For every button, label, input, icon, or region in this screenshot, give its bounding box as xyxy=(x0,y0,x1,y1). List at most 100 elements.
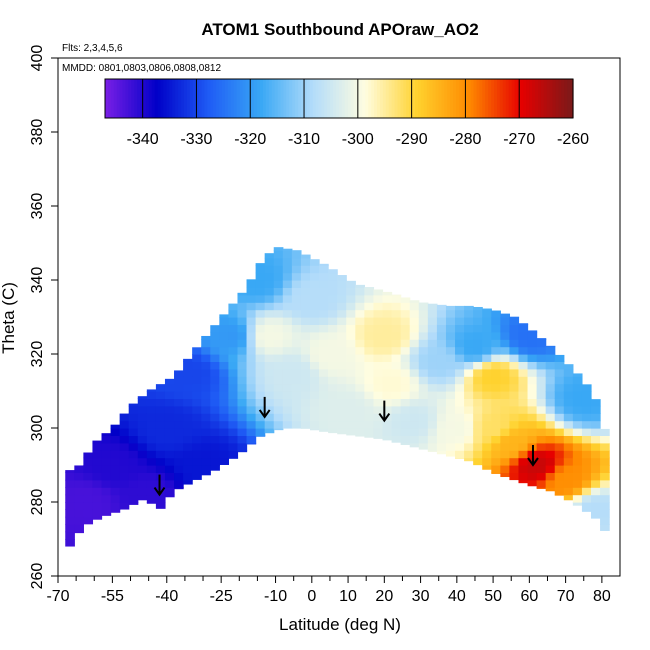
heatmap-cell xyxy=(581,472,592,481)
heatmap-cell xyxy=(500,442,511,451)
heatmap-cell xyxy=(581,450,592,459)
colorbar-swatch xyxy=(107,79,112,118)
heatmap-cell xyxy=(554,479,565,488)
heatmap-cell xyxy=(255,413,266,422)
heatmap-cell xyxy=(282,280,293,288)
heatmap-cell xyxy=(201,413,211,422)
colorbar-swatch xyxy=(520,79,524,118)
heatmap-cell xyxy=(210,442,220,451)
heatmap-cell xyxy=(346,287,356,296)
heatmap-cell xyxy=(309,294,320,303)
flights-note: Flts: 2,3,4,5,6 xyxy=(62,43,123,54)
heatmap-cell xyxy=(309,428,320,431)
heatmap-cell xyxy=(246,317,257,325)
heatmap-cell xyxy=(128,457,139,466)
heatmap-cell xyxy=(201,420,211,429)
heatmap-cell xyxy=(137,420,148,429)
heatmap-cell xyxy=(491,398,501,407)
heatmap-cell xyxy=(183,420,193,429)
heatmap-cell xyxy=(228,368,239,377)
heatmap-cell xyxy=(482,317,492,325)
heatmap-cell xyxy=(455,391,465,399)
heatmap-cell xyxy=(400,383,411,392)
heatmap-cell xyxy=(155,457,166,466)
heatmap-cell xyxy=(264,324,275,333)
heatmap-cell xyxy=(309,420,320,429)
heatmap-cell xyxy=(183,450,193,459)
heatmap-cell xyxy=(192,457,202,466)
heatmap-cell xyxy=(382,376,393,385)
heatmap-cell xyxy=(192,361,202,370)
heatmap-cell xyxy=(346,339,356,348)
heatmap-cell xyxy=(482,331,492,340)
heatmap-cell xyxy=(309,259,320,266)
heatmap-cell xyxy=(337,361,347,370)
heatmap-cell xyxy=(364,368,375,377)
heatmap-cell xyxy=(563,368,574,377)
colorbar-swatch xyxy=(169,79,173,118)
heatmap-cell xyxy=(337,339,347,348)
heatmap-cell xyxy=(146,465,157,473)
heatmap-cell xyxy=(382,294,393,303)
heatmap-cell xyxy=(291,391,302,399)
heatmap-cell xyxy=(155,494,166,503)
heatmap-cell xyxy=(409,300,420,303)
heatmap-cell xyxy=(282,248,293,251)
heatmap-cell xyxy=(101,450,112,459)
heatmap-cell xyxy=(455,428,465,436)
heatmap-cell xyxy=(183,405,193,414)
colorbar-swatch xyxy=(105,79,109,118)
colorbar-swatch xyxy=(400,79,404,118)
heatmap-cell xyxy=(382,354,393,362)
heatmap-cell xyxy=(192,368,202,377)
heatmap-cell xyxy=(92,494,103,503)
heatmap-cell xyxy=(264,257,275,266)
heatmap-cell xyxy=(74,472,84,481)
heatmap-cell xyxy=(427,376,438,385)
heatmap-cell xyxy=(255,309,266,318)
heatmap-cell xyxy=(74,487,84,496)
colorbar-swatch xyxy=(309,79,314,118)
heatmap-cell xyxy=(255,435,266,437)
heatmap-cell xyxy=(255,272,266,281)
heatmap-cell xyxy=(137,435,148,444)
heatmap-cell xyxy=(554,442,565,451)
colorbar-swatch xyxy=(163,79,168,118)
heatmap-cell xyxy=(246,413,257,422)
heatmap-cell xyxy=(436,383,447,392)
colorbar-swatch xyxy=(254,79,258,118)
heatmap-cell xyxy=(518,435,529,444)
heatmap-cell xyxy=(500,420,511,429)
colorbar-swatch xyxy=(251,79,255,118)
heatmap-cell xyxy=(590,494,601,503)
heatmap-cell xyxy=(83,494,94,503)
heatmap-cell xyxy=(264,287,275,296)
heatmap-cell xyxy=(264,398,275,407)
heatmap-cell xyxy=(255,331,266,340)
heatmap-cell xyxy=(509,405,520,414)
heatmap-cell xyxy=(74,516,84,525)
heatmap-cell xyxy=(427,339,438,348)
heatmap-cell xyxy=(183,398,193,407)
heatmap-cell xyxy=(174,428,184,436)
heatmap-cell xyxy=(500,413,511,422)
heatmap-cell xyxy=(164,450,175,459)
heatmap-cell xyxy=(128,403,139,407)
heatmap-cell xyxy=(563,364,574,370)
heatmap-cell xyxy=(445,405,456,414)
heatmap-cell xyxy=(337,294,347,303)
heatmap-cell xyxy=(246,383,257,392)
heatmap-cell xyxy=(337,280,347,288)
colorbar-swatch xyxy=(265,79,270,118)
heatmap-cell xyxy=(409,428,420,436)
colorbar-swatch xyxy=(198,79,203,118)
heatmap-cell xyxy=(554,420,565,429)
heatmap-cell xyxy=(518,331,529,340)
heatmap-cell xyxy=(545,450,556,459)
colorbar-swatch xyxy=(532,79,536,118)
heatmap-cell xyxy=(183,383,193,392)
heatmap-cell xyxy=(545,346,556,355)
heatmap-cell xyxy=(527,339,538,348)
heatmap-cell xyxy=(164,494,175,498)
heatmap-cell xyxy=(427,413,438,422)
